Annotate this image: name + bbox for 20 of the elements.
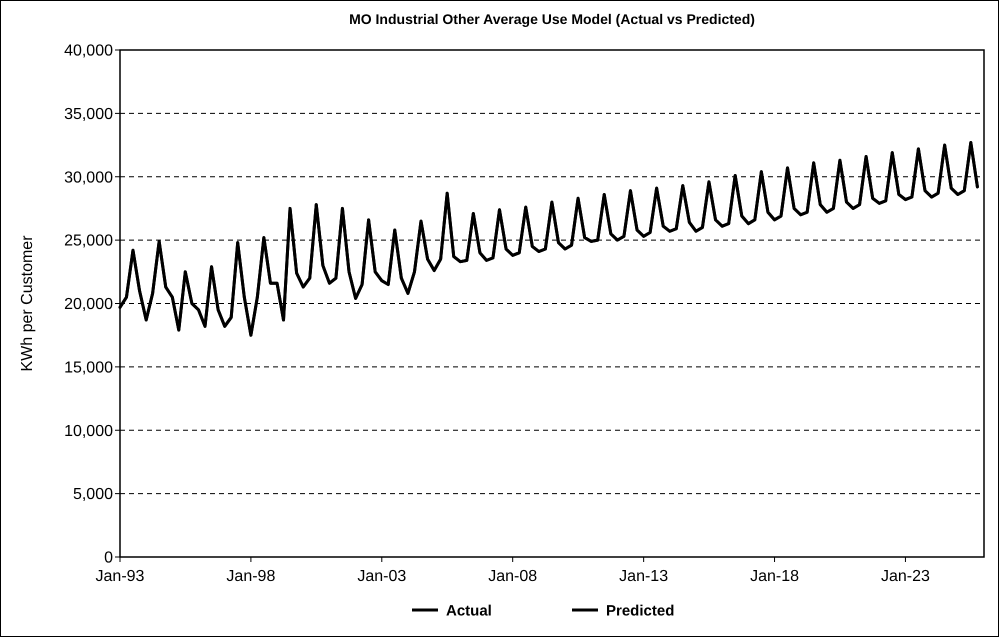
y-tick-label: 5,000 xyxy=(72,486,114,504)
y-tick-label: 15,000 xyxy=(64,359,114,376)
chart-title: MO Industrial Other Average Use Model (Actual vs Predicted) xyxy=(349,11,755,27)
y-axis-title: KWh per Customer xyxy=(19,234,36,372)
legend-label: Actual xyxy=(446,602,492,620)
x-tick-label: Jan-93 xyxy=(96,568,145,585)
y-tick-label: 10,000 xyxy=(64,422,114,440)
y-tick-label: 0 xyxy=(104,550,114,567)
x-tick-label: Jan-18 xyxy=(750,568,800,585)
x-tick-label: Jan-98 xyxy=(226,568,276,585)
y-tick-label: 30,000 xyxy=(64,169,114,186)
x-tick-label: Jan-08 xyxy=(488,568,538,585)
x-tick-label: Jan-13 xyxy=(619,568,668,585)
x-tick-label: Jan-23 xyxy=(880,568,930,585)
y-tick-label: 40,000 xyxy=(64,42,114,60)
y-tick-label: 20,000 xyxy=(64,296,114,314)
x-tick-label: Jan-03 xyxy=(357,568,406,585)
legend-label: Predicted xyxy=(606,602,674,620)
y-tick-label: 35,000 xyxy=(64,106,114,123)
y-tick-label: 25,000 xyxy=(64,232,114,250)
